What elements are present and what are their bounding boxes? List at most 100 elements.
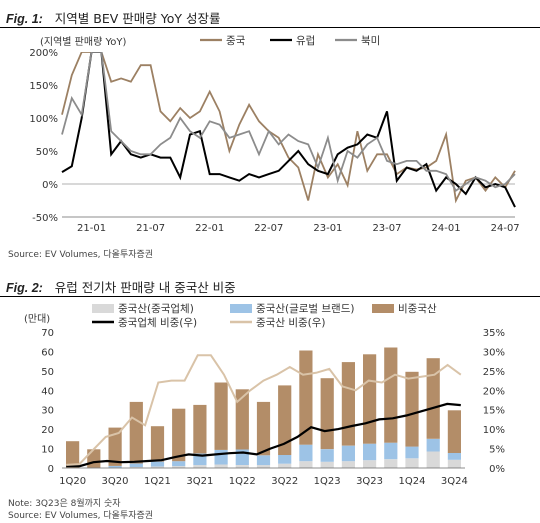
x-tick-label: 22-07: [254, 223, 283, 234]
y-tick-label: -50%: [32, 213, 58, 224]
y2-tick-label: 10%: [483, 425, 505, 436]
x-tick-label: 1Q23: [314, 476, 341, 487]
bar-bar_global: [214, 449, 228, 465]
bar-bar_global: [426, 438, 440, 452]
series-line-na: [61, 52, 516, 192]
y-tick-label: 20: [41, 425, 54, 436]
legend-label-china: 중국: [226, 35, 246, 47]
line-line_eu: [66, 402, 461, 468]
x-tick-label: 21-01: [77, 223, 106, 234]
y2-tick-label: 15%: [483, 406, 505, 417]
y-tick-label: 40: [41, 386, 54, 397]
x-tick-label: 24-01: [432, 223, 461, 234]
bar-bar_nonchina: [384, 347, 398, 443]
fig1-title: 지역별 BEV 판매량 YoY 성장률: [54, 11, 221, 26]
fig2-rule: [0, 296, 540, 297]
x-tick-label: 3Q24: [441, 476, 468, 487]
legend-swatch-bar_ebrand: [92, 304, 114, 313]
legend-label-bar_nonchina: 비중국산: [398, 303, 437, 315]
bar-bar_nonchina: [129, 401, 143, 464]
bar-bar_ebrand: [150, 466, 165, 468]
y-tick-label: 10: [41, 445, 54, 456]
legend-label-line_total: 중국산 비중(우): [256, 317, 326, 329]
y2-tick-label: 30%: [483, 347, 505, 358]
series-line-europe: [61, 52, 516, 208]
x-tick-label: 24-07: [491, 223, 520, 234]
bar-bar_global: [405, 446, 419, 459]
bar-bar_nonchina: [214, 382, 228, 450]
bar-bar_nonchina: [426, 358, 440, 439]
y2-tick-label: 5%: [489, 445, 505, 456]
bar-bar_nonchina: [235, 389, 249, 450]
bar-bar_global: [193, 453, 207, 466]
bar-bar_ebrand: [172, 466, 186, 468]
chart2: 0 10 20 30 40 50 60 70 0% 5% 10% 15% 20% 25% 30% 35% (만대…: [24, 302, 505, 487]
x-tick-label: 1Q21: [144, 476, 171, 487]
bar-bar_global: [150, 461, 165, 467]
bar-bar_global: [447, 453, 461, 460]
bar-bar_ebrand: [214, 464, 228, 468]
x-tick-label: 21-07: [136, 223, 165, 234]
fig2-title-row: Fig. 2: 유럽 전기차 판매량 내 중국산 비중: [6, 277, 236, 296]
x-tick-label: 3Q21: [186, 476, 213, 487]
bar-bar_nonchina: [256, 401, 271, 456]
bar-bar_nonchina: [87, 449, 101, 468]
bar-bar_global: [363, 443, 377, 461]
x-tick-label: 1Q24: [398, 476, 425, 487]
bar-bar_ebrand: [129, 467, 143, 468]
x-tick-label: 3Q20: [102, 476, 129, 487]
line-line_total: [66, 354, 462, 466]
fig2-source: Source: EV Volumes, 다올투자증권: [8, 511, 154, 521]
y-axis-label: (지역별 판매량 YoY): [40, 36, 126, 48]
bar-bar_ebrand: [384, 459, 398, 468]
bar-bar_nonchina: [447, 410, 461, 453]
fig2-label: Fig. 2:: [6, 281, 43, 295]
y2-tick-label: 0%: [489, 464, 505, 475]
x-tick-label: 1Q20: [59, 476, 86, 487]
fig1-rule: [0, 27, 540, 28]
y-tick-label: 0%: [42, 180, 58, 191]
y-tick-label: 30: [41, 406, 54, 417]
fig1-source: Source: EV Volumes, 다올투자증권: [8, 250, 154, 260]
y-tick-label: 70: [41, 328, 54, 339]
y-tick-label: 0: [48, 464, 54, 475]
series-line-china: [61, 52, 516, 204]
fig2-title: 유럽 전기차 판매량 내 중국산 비중: [54, 280, 236, 295]
y-tick-label: 50: [41, 367, 54, 378]
fig1-label: Fig. 1:: [6, 12, 43, 26]
bar-bar_nonchina: [150, 426, 165, 462]
x-tick-label: 3Q22: [271, 476, 298, 487]
y-tick-label: 60: [41, 347, 54, 358]
bar-bar_global: [108, 465, 122, 468]
y2-tick-label: 35%: [483, 328, 505, 339]
bar-bar_global: [384, 442, 398, 460]
x-tick-label: 22-01: [195, 223, 224, 234]
bar-bar_nonchina: [278, 385, 292, 455]
x-tick-label: 23-01: [313, 223, 342, 234]
legend-label-na: 북미: [361, 35, 380, 47]
bar-bar_nonchina: [363, 354, 377, 444]
legend-swatch-bar_global: [230, 304, 252, 313]
fig1-title-row: Fig. 1: 지역별 BEV 판매량 YoY 성장률: [6, 8, 220, 27]
bar-bar_ebrand: [235, 465, 249, 468]
y-tick-label: 50%: [36, 147, 58, 158]
y-tick-label: 200%: [29, 48, 58, 59]
bar-bar_global: [278, 455, 292, 464]
bar-bar_ebrand: [341, 461, 355, 468]
bar-bar_global: [341, 445, 355, 462]
y2-tick-label: 25%: [483, 367, 505, 378]
bar-bar_ebrand: [193, 465, 207, 468]
bar-bar_ebrand: [278, 463, 292, 468]
bar-bar_ebrand: [320, 461, 334, 468]
bar-bar_global: [299, 444, 313, 462]
bar-bar_nonchina: [193, 404, 207, 454]
legend-label-europe: 유럽: [296, 34, 315, 47]
x-tick-label: 23-07: [372, 223, 401, 234]
bar-bar_global: [320, 449, 334, 462]
x-tick-label: 3Q23: [356, 476, 383, 487]
bar-bar_ebrand: [405, 458, 419, 468]
fig2-note: Note: 3Q23은 8월까지 숫자: [8, 499, 121, 509]
bar-bar_ebrand: [363, 460, 377, 468]
legend-label-bar_ebrand: 중국산(중국업체): [118, 302, 194, 315]
bar-bar_ebrand: [447, 459, 461, 468]
